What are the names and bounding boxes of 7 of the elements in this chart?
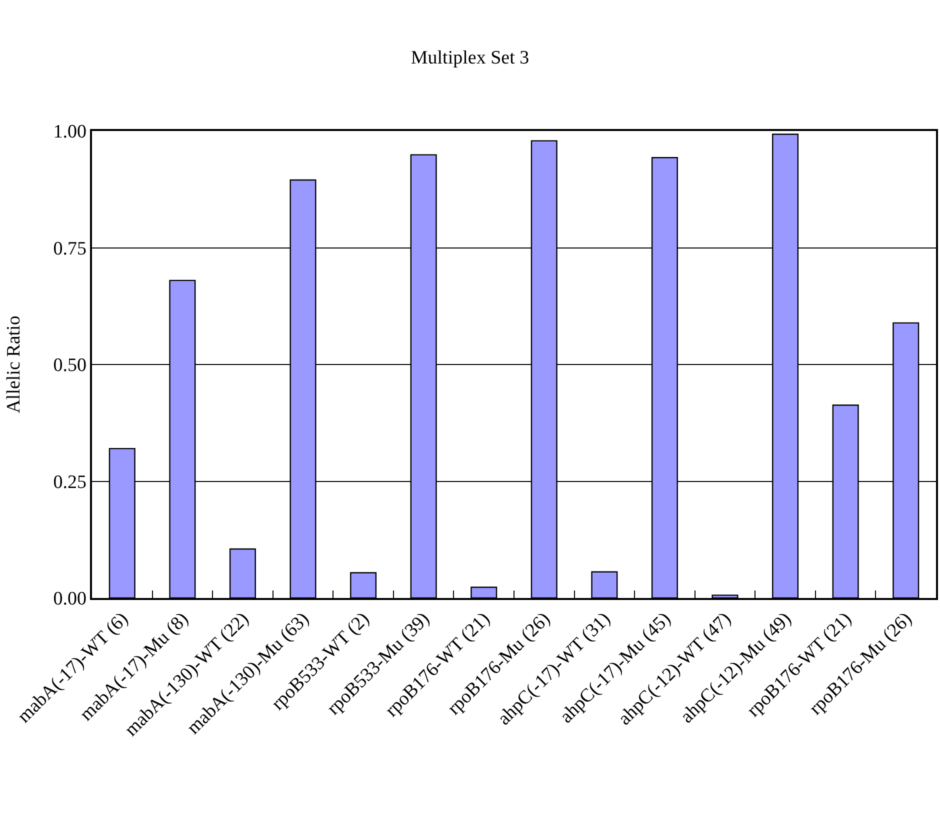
y-tick-label: 1.00: [53, 122, 86, 143]
y-tick-label: 0.50: [53, 355, 86, 376]
y-tick-label: 0.00: [53, 588, 86, 610]
chart-title: Multiplex Set 3: [410, 48, 530, 69]
y-tick-label: 0.25: [53, 472, 86, 493]
y-tick-label: 0.75: [53, 238, 86, 260]
y-axis-title: Allelic Ratio: [4, 316, 25, 414]
